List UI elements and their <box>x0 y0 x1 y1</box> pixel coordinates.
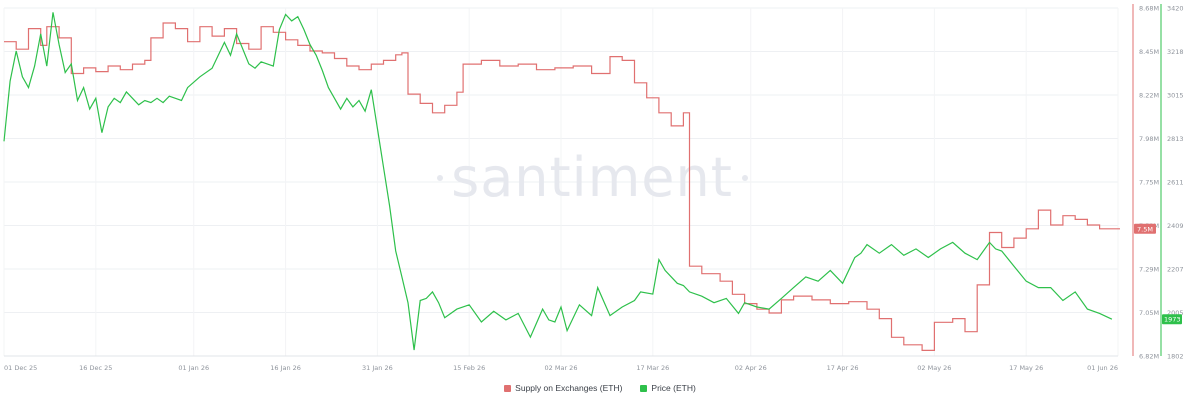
supply-last-value-text: 7.5M <box>1137 225 1153 233</box>
x-tick-label: 31 Jan 26 <box>362 364 393 372</box>
x-tick-label: 17 Apr 26 <box>827 364 859 372</box>
y-right-tick-label: 2611 <box>1167 179 1184 187</box>
series-lines <box>3 12 1120 351</box>
y-left-tick-label: 8.22M <box>1139 92 1159 100</box>
x-tick-label: 17 Mar 26 <box>636 364 669 372</box>
y-left-tick-label: 8.68M <box>1139 5 1159 13</box>
price-series-line <box>3 12 1113 351</box>
y-left-tick-label: 6.82M <box>1139 353 1159 361</box>
watermark: santiment <box>437 146 748 209</box>
legend-swatch-price <box>640 384 648 392</box>
y-left-tick-label: 8.45M <box>1139 48 1159 56</box>
y-right-tick-label: 3218 <box>1167 48 1184 56</box>
y-right-tick-label: 2813 <box>1167 135 1184 143</box>
x-tick-label: 01 Jun 26 <box>1087 364 1118 372</box>
y-left-tick-label: 7.05M <box>1139 309 1159 317</box>
watermark-dot-left <box>437 175 443 181</box>
x-tick-label: 02 May 26 <box>917 364 951 372</box>
y-right-tick-label: 3420 <box>1167 5 1184 13</box>
watermark-text: santiment <box>451 146 733 209</box>
y-left-tick-label: 7.75M <box>1139 179 1159 187</box>
y-right-tick-label: 2409 <box>1167 222 1184 230</box>
x-tick-label: 16 Jan 26 <box>270 364 301 372</box>
price-last-value-text: 1973 <box>1164 316 1181 324</box>
supply-series-line <box>4 22 1120 351</box>
legend-item-supply[interactable]: Supply on Exchanges (ETH) <box>504 383 622 393</box>
x-tick-label: 01 Jan 26 <box>178 364 209 372</box>
y-right-tick-label: 2207 <box>1167 266 1184 274</box>
supply-last-value-badge <box>1134 223 1156 234</box>
y-right-tick-label: 3015 <box>1167 92 1184 100</box>
x-tick-label: 16 Dec 25 <box>79 364 112 372</box>
x-tick-label: 02 Apr 26 <box>735 364 767 372</box>
legend-label-price: Price (ETH) <box>651 383 696 393</box>
x-tick-label: 02 Mar 26 <box>545 364 578 372</box>
x-tick-label: 01 Dec 25 <box>4 364 37 372</box>
grid-lines <box>3 7 1119 357</box>
x-tick-label: 15 Feb 26 <box>453 364 485 372</box>
watermark-dot-right <box>742 175 748 181</box>
legend: Supply on Exchanges (ETH) Price (ETH) <box>0 383 1200 393</box>
y-left-tick-label: 7.98M <box>1139 135 1159 143</box>
y-right-tick-label: 1802 <box>1167 353 1184 361</box>
legend-swatch-supply <box>504 384 512 392</box>
value-badges: 7.5M 1973 <box>1134 223 1182 325</box>
axes: 8.68M 3420 8.45M 3218 8.22M 3015 7.98M 2813 7.75… <box>4 4 1184 372</box>
y-right-tick-label: 2005 <box>1167 309 1184 317</box>
y-left-tick-label: 7.29M <box>1139 266 1159 274</box>
price-last-value-badge <box>1162 314 1182 325</box>
legend-label-supply: Supply on Exchanges (ETH) <box>515 383 623 393</box>
x-tick-label: 17 May 26 <box>1009 364 1043 372</box>
legend-item-price[interactable]: Price (ETH) <box>640 383 696 393</box>
